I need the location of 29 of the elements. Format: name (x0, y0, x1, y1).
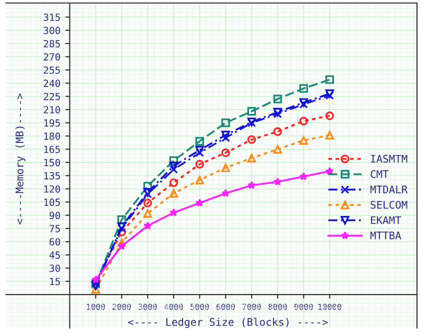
y-tick-label: 30 (50, 264, 60, 272)
y-tick-label: 195 (44, 119, 60, 127)
legend-label: SELCOM (370, 200, 408, 209)
y-tick-label: 285 (44, 40, 60, 48)
y-tick-label: 165 (44, 146, 60, 154)
y-tick-label: 75 (50, 225, 60, 232)
legend-label: MTTBA (370, 232, 402, 240)
legend-label: EKAMT (371, 216, 402, 224)
y-tick-label: 120 (44, 185, 60, 193)
y-axis-title: <----Memory (MB)----> (15, 94, 26, 224)
y-tick-label: 105 (44, 198, 60, 206)
y-tick-label: 210 (44, 106, 60, 114)
y-tick-label: 135 (44, 172, 60, 180)
legend-label: MTDALR (370, 186, 408, 194)
legend-label: IASMTM (371, 154, 408, 163)
y-tick-label: 300 (44, 26, 60, 34)
x-axis-title: <---- Ledger Size (Blocks) ----> (128, 318, 328, 328)
y-tick-label: 90 (50, 212, 60, 220)
y-tick-label: 180 (44, 132, 60, 140)
y-tick-label: 315 (44, 14, 60, 21)
legend-label: CMT (370, 170, 389, 178)
y-tick-label: 15 (50, 278, 60, 286)
y-tick-label: 45 (49, 252, 60, 259)
y-tick-label: 270 (44, 53, 60, 61)
y-tick-label: 240 (44, 80, 60, 88)
y-tick-label: 255 (44, 66, 60, 74)
y-tick-label: 60 (50, 238, 60, 246)
y-tick-label: 225 (44, 92, 60, 100)
y-tick-label: 150 (44, 158, 60, 166)
